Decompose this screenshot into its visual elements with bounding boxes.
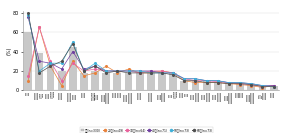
- Bar: [69, 47, 77, 90]
- Bar: [36, 53, 43, 90]
- Bar: [58, 71, 65, 90]
- Bar: [169, 73, 177, 90]
- Bar: [259, 87, 266, 90]
- Bar: [270, 86, 277, 90]
- Legend: 全体(n=330), 20代(n=49), 3D代(n=64), 40代(n=71), 50代(n=73), 60代(n=73): 全体(n=330), 20代(n=49), 3D代(n=64), 40代(n=7…: [80, 127, 213, 133]
- Bar: [147, 73, 155, 90]
- Bar: [236, 84, 244, 90]
- Bar: [180, 81, 188, 90]
- Bar: [24, 32, 32, 90]
- Bar: [247, 85, 255, 90]
- Bar: [91, 71, 99, 90]
- Bar: [80, 73, 88, 90]
- Bar: [214, 82, 222, 90]
- Bar: [158, 73, 166, 90]
- Bar: [203, 81, 211, 90]
- Bar: [102, 73, 110, 90]
- Bar: [113, 73, 121, 90]
- Bar: [225, 83, 233, 90]
- Bar: [47, 63, 54, 90]
- Y-axis label: (%): (%): [6, 46, 12, 55]
- Bar: [136, 73, 144, 90]
- Bar: [191, 81, 199, 90]
- Bar: [125, 73, 133, 90]
